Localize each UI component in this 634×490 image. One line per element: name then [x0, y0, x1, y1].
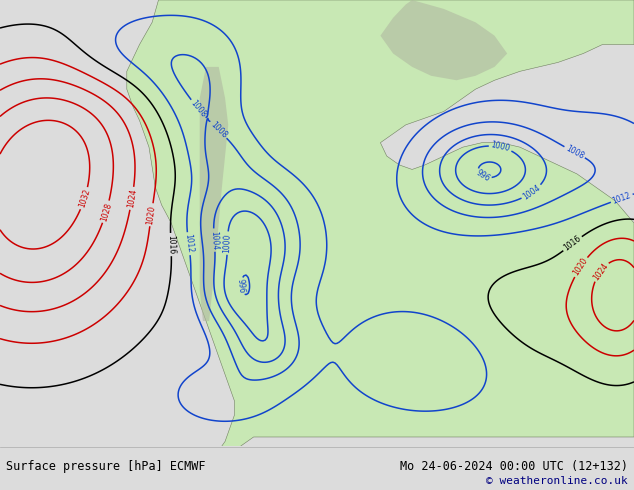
- Text: © weatheronline.co.uk: © weatheronline.co.uk: [486, 476, 628, 487]
- Text: 1016: 1016: [562, 234, 583, 253]
- Text: 1008: 1008: [189, 98, 208, 119]
- Polygon shape: [127, 0, 634, 455]
- Text: 1000: 1000: [490, 141, 511, 154]
- Text: 1024: 1024: [126, 188, 138, 209]
- Text: 1024: 1024: [591, 261, 610, 282]
- Text: Mo 24-06-2024 00:00 UTC (12+132): Mo 24-06-2024 00:00 UTC (12+132): [399, 460, 628, 473]
- Text: 1016: 1016: [166, 235, 176, 254]
- Text: 1000: 1000: [223, 233, 233, 253]
- Text: Surface pressure [hPa] ECMWF: Surface pressure [hPa] ECMWF: [6, 460, 206, 473]
- Text: 1020: 1020: [572, 256, 590, 277]
- Text: 1004: 1004: [209, 230, 219, 250]
- Text: 1008: 1008: [564, 144, 585, 161]
- Text: 1004: 1004: [521, 183, 542, 201]
- Polygon shape: [380, 0, 507, 80]
- Text: 1032: 1032: [77, 188, 92, 209]
- Text: 1008: 1008: [209, 120, 228, 140]
- Text: 1028: 1028: [99, 201, 113, 222]
- Text: 996: 996: [235, 279, 246, 294]
- Polygon shape: [200, 67, 228, 321]
- Text: 1012: 1012: [183, 234, 195, 254]
- Text: 1012: 1012: [611, 191, 632, 206]
- Text: 1020: 1020: [146, 205, 157, 225]
- Text: 996: 996: [474, 168, 491, 184]
